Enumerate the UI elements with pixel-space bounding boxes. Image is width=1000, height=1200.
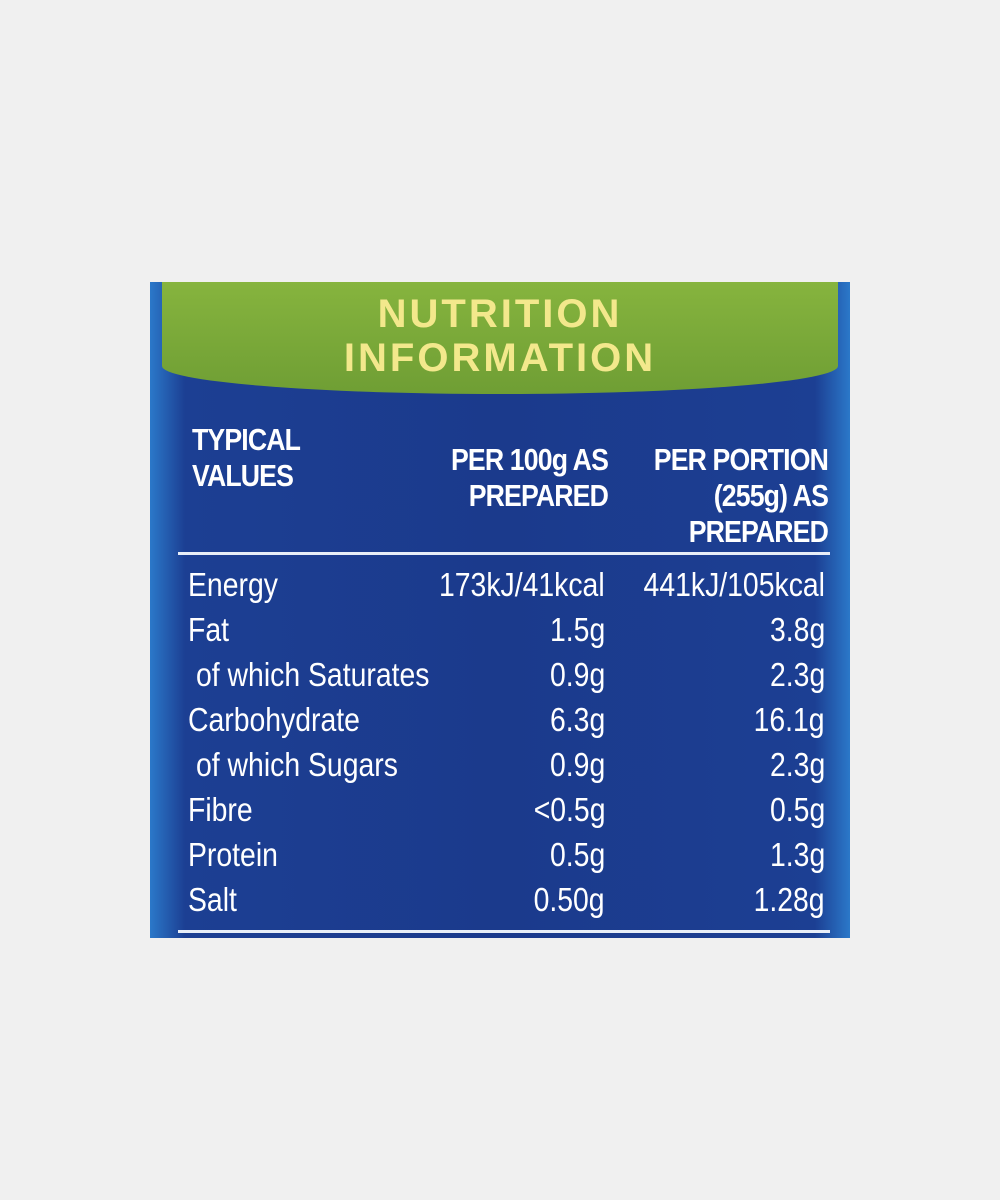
per-portion-value: 0.5g bbox=[769, 791, 825, 828]
per-100g-value: 0.5g bbox=[549, 836, 605, 873]
table-row: Protein 0.5g 1.3g bbox=[150, 835, 850, 880]
nutrient-label: of which Sugars bbox=[196, 746, 398, 783]
nutrient-label: Carbohydrate bbox=[188, 701, 360, 738]
header-typical-values: TYPICAL VALUES bbox=[192, 422, 300, 493]
per-portion-value: 441kJ/105kcal bbox=[643, 566, 825, 603]
per-100g-value: 6.3g bbox=[549, 701, 605, 738]
header-per-100g: PER 100g AS PREPARED bbox=[451, 442, 609, 513]
per-100g-value: 1.5g bbox=[549, 611, 605, 648]
per-100g-value: 0.9g bbox=[549, 746, 605, 783]
nutrient-label: of which Saturates bbox=[196, 656, 430, 693]
bottom-divider bbox=[178, 930, 830, 933]
table-row: Salt 0.50g 1.28g bbox=[150, 880, 850, 925]
per-portion-value: 2.3g bbox=[769, 656, 825, 693]
per-100g-value: <0.5g bbox=[533, 791, 605, 828]
table-row: Carbohydrate 6.3g 16.1g bbox=[150, 700, 850, 745]
nutrient-label: Energy bbox=[188, 566, 278, 603]
per-portion-value: 1.3g bbox=[769, 836, 825, 873]
nutrient-label: Fat bbox=[188, 611, 230, 648]
table-row: of which Saturates 0.9g 2.3g bbox=[150, 655, 850, 700]
nutrient-label: Salt bbox=[188, 881, 237, 918]
table-row: Fat 1.5g 3.8g bbox=[150, 610, 850, 655]
nutrient-label: Fibre bbox=[188, 791, 253, 828]
nutrient-label: Protein bbox=[188, 836, 278, 873]
per-100g-value: 0.50g bbox=[533, 881, 605, 918]
table-row: of which Sugars 0.9g 2.3g bbox=[150, 745, 850, 790]
nutrition-label: NUTRITION INFORMATION TYPICAL VALUES PER… bbox=[150, 282, 850, 938]
header-per-portion: PER PORTION (255g) AS PREPARED bbox=[653, 442, 829, 549]
table-row: Fibre <0.5g 0.5g bbox=[150, 790, 850, 835]
per-100g-value: 173kJ/41kcal bbox=[439, 566, 605, 603]
per-portion-value: 16.1g bbox=[753, 701, 825, 738]
nutrition-table: Energy 173kJ/41kcal 441kJ/105kcal Fat 1.5… bbox=[150, 565, 850, 925]
per-portion-value: 3.8g bbox=[769, 611, 825, 648]
header-divider bbox=[178, 552, 830, 555]
per-portion-value: 2.3g bbox=[769, 746, 825, 783]
per-100g-value: 0.9g bbox=[549, 656, 605, 693]
label-title: NUTRITION INFORMATION bbox=[343, 292, 657, 380]
table-row: Energy 173kJ/41kcal 441kJ/105kcal bbox=[150, 565, 850, 610]
per-portion-value: 1.28g bbox=[753, 881, 825, 918]
title-banner: NUTRITION INFORMATION bbox=[162, 282, 838, 394]
